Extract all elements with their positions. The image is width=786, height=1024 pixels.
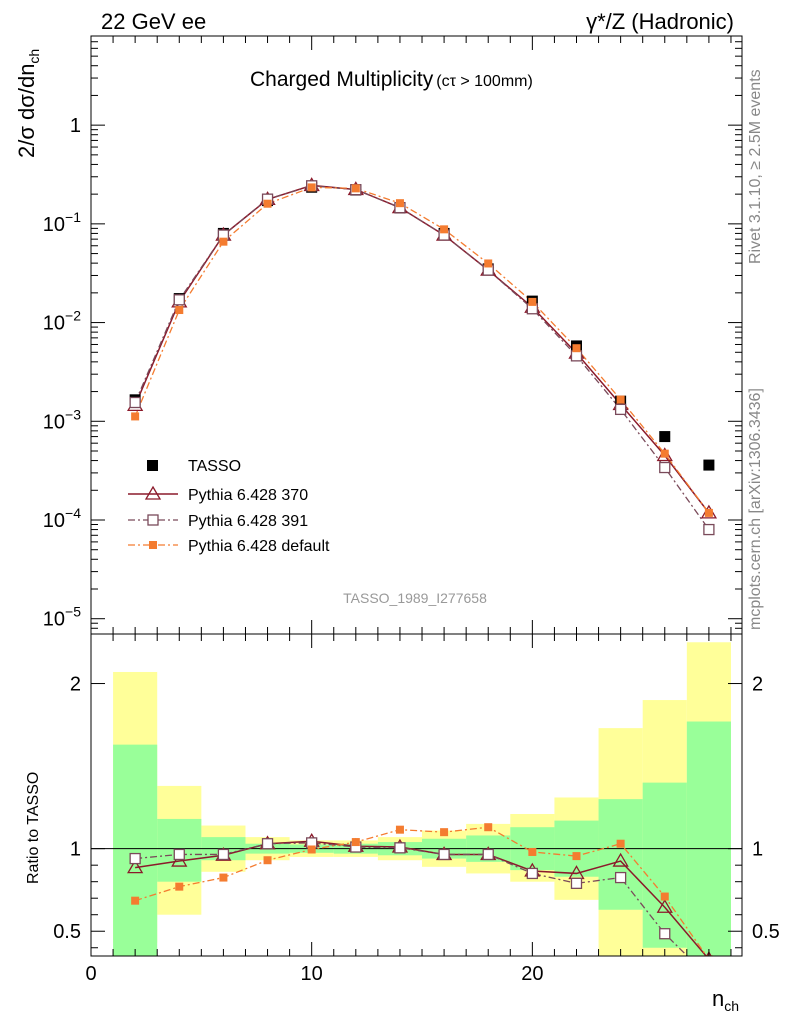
ratio-marker-p370 (127, 859, 144, 874)
x-axis-label: nch (712, 986, 739, 1014)
legend-label-p370: Pythia 6.428 370 (188, 487, 308, 504)
ratio-plot-ticks: 0.5 0.51 12 20 10 20 (53, 634, 780, 985)
marker-pdef (175, 306, 184, 315)
ratio-marker-p391 (173, 848, 185, 861)
ratio-marker-pdef (307, 845, 316, 854)
ratio-marker-pdef (263, 856, 272, 865)
marker-pdef (351, 184, 360, 193)
legend-label-tasso: TASSO (188, 458, 241, 475)
data-point-tasso (659, 431, 671, 443)
legend-marker-p370 (144, 485, 162, 500)
uncertainty-band-inner (113, 744, 158, 956)
ratio-marker-p391 (438, 848, 450, 861)
uncertainty-band-inner (686, 721, 731, 956)
x-tick-label: 10 (301, 963, 323, 985)
ratio-marker-pdef (572, 852, 581, 861)
ratio-plot-frame (90, 633, 743, 957)
marker-pdef (484, 259, 493, 268)
x-tick-label: 20 (521, 963, 543, 985)
ratio-marker-p391 (570, 877, 583, 889)
marker-pdef (660, 449, 669, 458)
ratio-marker-pdef (440, 828, 449, 837)
marker-p391 (570, 350, 583, 362)
ratio-marker-p391 (614, 871, 627, 884)
ratio-line-p391 (135, 842, 689, 956)
legend-marker-tasso (147, 460, 158, 471)
ratio-marker-pdef (528, 847, 537, 856)
y-axis-label: 2/σ dσ/dnch (14, 49, 42, 158)
ratio-marker-p391 (217, 848, 230, 861)
marker-p391 (703, 523, 715, 536)
ratio-marker-p391 (704, 972, 714, 982)
marker-pdef (263, 199, 272, 208)
ratio-marker-p391 (394, 842, 406, 854)
ratio-y-tick-label-right: 1 (752, 839, 763, 861)
marker-pdef (440, 225, 449, 234)
y-tick-label: 10−3 (43, 406, 81, 433)
ratio-line-pdef (134, 826, 708, 956)
series-line-p391 (134, 185, 710, 530)
legend-marker-pdef (149, 541, 157, 549)
main-plot-ticks: 10−5 10−4 10−3 10−2 10−1 1 (43, 35, 742, 635)
ratio-marker-pdef (484, 823, 493, 832)
legend-label-p391: Pythia 6.428 391 (188, 513, 308, 530)
ratio-marker-p391 (261, 838, 274, 850)
marker-pdef (395, 199, 404, 208)
marker-pdef (572, 344, 581, 353)
ratio-marker-p370 (612, 852, 629, 867)
ratio-marker-p391 (482, 848, 494, 861)
ratio-plot-panel: 0.5 0.51 12 20 10 20 Ratio to TASSO nch (25, 633, 780, 1014)
y-tick-label: 10−4 (43, 505, 81, 532)
y-tick-label: 10−1 (43, 209, 81, 236)
main-plot-series (127, 177, 718, 536)
ratio-y-tick-label-right: 0.5 (752, 921, 780, 943)
ratio-marker-pdef (175, 882, 184, 891)
ratio-marker-pdef (351, 838, 360, 847)
marker-pdef (131, 412, 140, 421)
analysis-watermark: TASSO_1989_I277658 (343, 590, 487, 606)
ratio-marker-pdef (219, 873, 228, 882)
rivet-version-label: Rivet 3.1.10, ≥ 2.5M events (747, 69, 764, 264)
ratio-marker-p391 (659, 928, 671, 940)
uncertainty-band-inner (642, 782, 687, 948)
marker-pdef (528, 297, 537, 306)
ratio-y-tick-label-left: 2 (70, 674, 81, 696)
ratio-marker-pdef (616, 839, 625, 848)
marker-pdef (307, 183, 316, 192)
y-tick-label: 1 (70, 115, 81, 137)
ratio-y-tick-label-right: 2 (752, 674, 763, 696)
ratio-marker-p391 (129, 852, 141, 865)
ratio-marker-p391 (526, 867, 539, 880)
ratio-marker-pdef (395, 825, 404, 834)
ratio-marker-pdef (131, 896, 140, 905)
marker-pdef (704, 508, 713, 517)
ratio-marker-pdef (704, 955, 713, 956)
ratio-y-tick-label-left: 1 (70, 839, 81, 861)
header-right-label: γ*/Z (Hadronic) (586, 9, 734, 34)
main-plot-panel: 10−5 10−4 10−3 10−2 10−1 1 Charged Multiplici… (14, 35, 743, 635)
ratio-marker-p370 (656, 898, 673, 913)
chart-title: Charged Multiplicity (cτ > 100mm) (250, 68, 533, 91)
ratio-y-axis-label: Ratio to TASSO (25, 772, 42, 884)
y-tick-label: 10−2 (43, 308, 81, 335)
ratio-y-tick-label-left: 0.5 (53, 921, 81, 943)
legend: TASSO Pythia 6.428 370 Pythia 6.428 391 … (128, 458, 330, 555)
series-line-pdef (134, 186, 710, 514)
marker-pdef (616, 395, 625, 404)
data-point-tasso (703, 459, 715, 471)
ratio-plot-series (91, 642, 742, 982)
y-tick-label: 10−5 (43, 604, 81, 631)
legend-marker-p391 (147, 514, 159, 526)
marker-p391 (659, 461, 671, 474)
x-tick-label: 0 (85, 963, 96, 985)
marker-p391 (129, 396, 141, 409)
legend-label-pdef: Pythia 6.428 default (188, 538, 330, 555)
mcplots-label: mcplots.cern.ch [arXiv:1306.3436] (747, 388, 764, 630)
marker-p391 (173, 294, 185, 306)
ratio-marker-pdef (660, 892, 669, 901)
marker-pdef (219, 237, 228, 246)
header-left-label: 22 GeV ee (101, 9, 206, 34)
marker-p391 (614, 403, 627, 416)
